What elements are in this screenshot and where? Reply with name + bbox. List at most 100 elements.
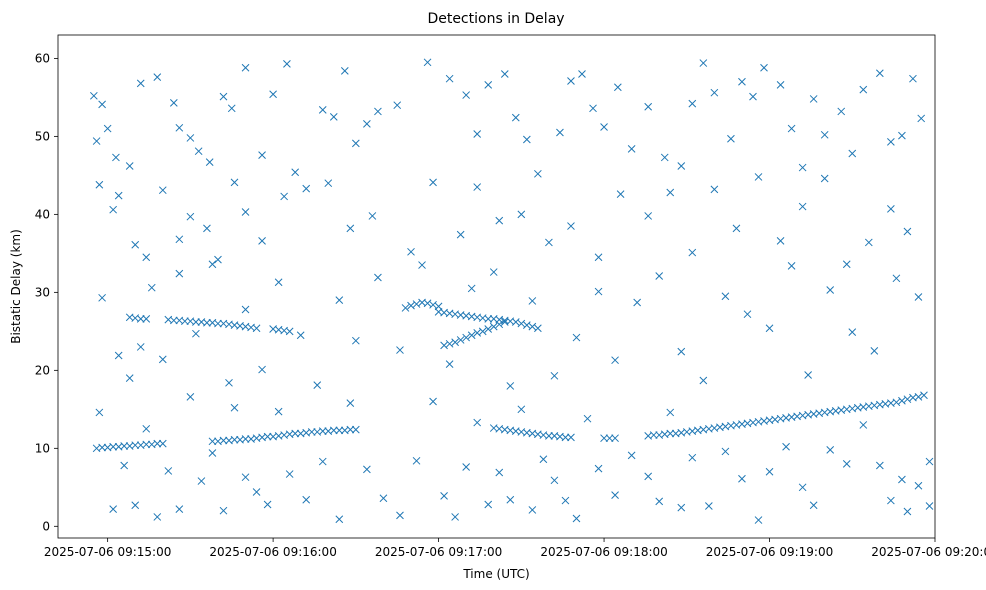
detection-point xyxy=(528,506,537,514)
detection-point xyxy=(219,92,228,101)
detection-point xyxy=(875,69,884,78)
detection-point xyxy=(550,371,559,380)
detection-point xyxy=(688,248,697,257)
detection-point xyxy=(864,238,873,247)
detection-point xyxy=(484,81,493,89)
detection-point xyxy=(545,431,553,440)
detection-point xyxy=(887,205,895,213)
detection-point xyxy=(578,70,586,78)
detection-point xyxy=(351,336,360,345)
detection-point xyxy=(192,329,200,338)
detection-point xyxy=(181,317,189,326)
detection-point xyxy=(688,453,697,462)
detection-point xyxy=(285,327,294,336)
detection-point xyxy=(511,318,520,326)
detection-point xyxy=(903,227,912,236)
detection-point xyxy=(363,465,371,474)
detection-point xyxy=(743,310,752,319)
detection-point xyxy=(203,318,211,327)
detection-point xyxy=(208,449,217,457)
detection-point xyxy=(754,516,763,524)
detection-point xyxy=(826,446,835,454)
detection-point xyxy=(445,339,454,348)
detection-point xyxy=(269,90,277,99)
detection-point xyxy=(567,77,575,85)
detection-point xyxy=(749,92,757,101)
detection-point xyxy=(909,74,917,83)
detection-point xyxy=(627,145,636,153)
detection-point xyxy=(296,331,305,340)
detection-point xyxy=(307,428,316,436)
detection-point xyxy=(738,474,746,483)
detection-point xyxy=(605,434,614,443)
plot-frame xyxy=(57,34,936,539)
detection-point xyxy=(98,443,106,452)
detection-point xyxy=(412,300,421,308)
detection-point xyxy=(798,202,807,211)
detection-point xyxy=(153,513,162,521)
detection-point xyxy=(175,235,184,244)
detection-point xyxy=(318,106,327,114)
detection-point xyxy=(765,324,774,333)
detection-point xyxy=(534,324,542,333)
detection-point xyxy=(644,212,653,220)
detection-point xyxy=(456,230,465,239)
detection-point xyxy=(208,260,217,269)
detection-point xyxy=(340,67,349,75)
x-tick-label: 2025-07-06 09:15:00 xyxy=(44,545,171,559)
detection-point xyxy=(798,163,807,172)
detection-point xyxy=(164,467,173,475)
detection-point xyxy=(600,434,608,443)
detection-point xyxy=(462,333,471,342)
detection-point xyxy=(412,456,421,465)
detection-point xyxy=(283,60,291,68)
detection-point xyxy=(142,315,151,323)
detection-point xyxy=(534,169,542,178)
detection-point xyxy=(732,224,741,233)
detection-point xyxy=(125,162,134,170)
detection-point xyxy=(407,301,415,310)
detection-point xyxy=(291,429,300,438)
detection-point xyxy=(393,101,402,110)
detection-point xyxy=(721,447,730,456)
detection-point xyxy=(285,470,294,478)
detection-point xyxy=(688,99,697,108)
detection-point xyxy=(241,208,250,216)
detection-point xyxy=(258,237,266,245)
detection-point xyxy=(114,191,123,200)
detection-point xyxy=(489,322,498,331)
detection-point xyxy=(363,120,371,128)
detection-point xyxy=(192,318,200,326)
detection-point xyxy=(506,495,515,504)
detection-point xyxy=(158,186,167,195)
chart-title: Detections in Delay xyxy=(427,11,564,27)
detection-point xyxy=(892,274,901,283)
detection-point xyxy=(677,503,686,512)
y-axis: 0 10 20 30 40 50 60 xyxy=(35,51,58,533)
detection-point xyxy=(263,500,272,509)
detection-point xyxy=(440,341,448,350)
detection-point xyxy=(887,496,895,505)
x-axis-title: Time (UTC) xyxy=(462,567,529,581)
detection-point xyxy=(98,293,106,302)
detection-point xyxy=(291,168,300,177)
detection-point xyxy=(572,333,581,342)
detection-point xyxy=(396,511,404,520)
detection-point xyxy=(131,240,140,249)
detection-point xyxy=(131,501,140,510)
detection-point xyxy=(776,237,785,245)
detection-point xyxy=(467,331,476,340)
detection-point xyxy=(561,433,570,442)
detection-point xyxy=(495,320,504,329)
detection-point xyxy=(109,505,118,513)
detection-point xyxy=(561,496,570,505)
detection-point xyxy=(169,316,178,325)
detection-point xyxy=(153,73,162,81)
detection-point xyxy=(898,475,906,484)
detection-point xyxy=(528,297,537,305)
detection-point xyxy=(175,123,184,132)
detection-point xyxy=(594,287,603,296)
detection-point xyxy=(241,63,250,72)
detection-point xyxy=(842,460,851,468)
